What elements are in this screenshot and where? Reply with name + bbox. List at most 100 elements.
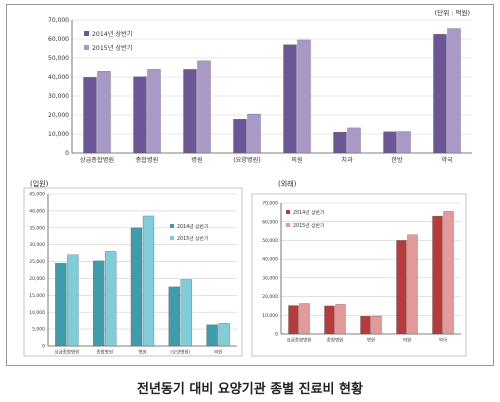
chart2-y-tick-label: 0 [42,344,45,350]
chart1-unit-note: (단위 : 억원) [435,8,470,17]
chart3-title: (외래) [278,179,297,188]
chart1-y-tick-label: 50,000 [48,55,69,62]
chart1-y-tick-label: 70,000 [48,17,69,24]
chart2-bar-1-2 [93,260,105,347]
figure-frame [6,4,494,366]
chart2-legend-label-2: 2015년 상반기 [177,235,208,242]
chart2-bar-1-3 [130,227,143,347]
chart2-bar-1-5 [206,324,218,347]
chart2-bar-2-1 [67,254,79,347]
chart2-x-tick-label: 의원 [214,349,222,356]
chart3-bar-2-3 [371,315,382,335]
chart1-y-tick-label: 40,000 [48,74,69,81]
chart2-y-tick-label: 25,000 [29,259,45,265]
chart1-bar-2-1 [97,71,111,154]
chart2-bar-2-4 [180,279,192,347]
chart2-y-tick-label: 45,000 [29,192,45,198]
chart2-legend-label-1: 2014년 상반기 [177,223,208,230]
chart3-x-tick-label: 병원 [367,337,375,344]
chart1-bar-1-7 [383,131,397,154]
chart2-bar-2-5 [218,323,230,347]
chart1-bar-1-1 [83,77,97,154]
chart3-x-tick-label: 의원 [403,337,411,344]
chart1-x-tick-label: 의원 [291,156,303,164]
chart1-bar-1-8 [433,34,447,154]
chart3-bar-2-1 [299,303,310,335]
chart3-legend-label-2: 2015년 상반기 [293,222,324,229]
chart2-x-tick-label: 종합병원 [96,349,113,356]
chart3-panel-border [251,193,467,357]
chart1-x-tick-label: 한방 [391,156,403,164]
chart1-bar-1-4 [233,119,247,154]
chart1-x-tick-label: 약국 [441,156,453,164]
chart2-y-tick-label: 35,000 [29,225,45,231]
chart1-bar-2-2 [147,69,161,154]
chart3-bar-2-2 [335,304,346,335]
chart3-legend-label-1: 2014년 상반기 [293,209,324,216]
chart1-y-tick-label: 0 [65,150,69,157]
chart1-bar-1-5 [283,44,297,154]
chart1-bar-2-5 [297,39,311,154]
chart3-legend-swatch-2 [286,223,290,227]
chart1-x-tick-label: 종합병원 [136,156,159,164]
chart1-y-tick-label: 10,000 [48,131,69,138]
chart1-bar-2-3 [197,60,211,154]
chart3-y-tick-label: 50,000 [262,238,278,244]
chart2-bar-1-1 [55,263,67,347]
chart3-bar-2-4 [407,234,418,335]
chart1-legend-swatch-2 [84,45,89,50]
chart3-y-tick-label: 10,000 [262,313,278,319]
chart2-y-tick-label: 20,000 [29,276,45,282]
chart1-bar-2-7 [397,131,411,154]
chart1-bar-2-6 [347,127,361,154]
chart3-y-tick-label: 60,000 [262,219,278,225]
chart2-x-tick-label: 병원 [138,349,146,356]
chart3-bar-1-1 [288,305,299,335]
chart1-bar-2-4 [247,113,261,154]
chart1-legend-label-1: 2014년 상반기 [92,30,132,38]
chart2-legend-swatch-2 [170,236,174,240]
chart3-bar-2-5 [443,211,454,335]
chart1-x-tick-label: (요양병원) [233,156,261,164]
chart2-y-tick-label: 15,000 [29,293,45,299]
chart3-y-tick-label: 30,000 [262,275,278,281]
chart3-bar-1-2 [324,305,335,335]
chart3-bar-1-5 [432,215,443,335]
chart1-bar-1-3 [183,69,197,154]
chart1-y-tick-label: 20,000 [48,112,69,119]
chart1-bar-2-8 [447,28,461,154]
chart2-y-tick-label: 5,000 [32,327,45,333]
chart2-x-tick-label: 상급종합병원 [54,349,79,356]
chart2-bar-2-3 [142,215,155,347]
chart3-x-tick-label: 약국 [439,337,447,344]
chart3-legend-swatch-1 [286,210,290,214]
chart3-y-tick-label: 0 [275,332,278,338]
chart2-title: (입원) [30,179,49,188]
chart1-y-tick-label: 60,000 [48,36,69,43]
chart2-panel-border [23,187,243,357]
chart3-bar-1-4 [396,240,407,335]
chart3-y-tick-label: 20,000 [262,294,278,300]
chart1-x-tick-label: 병원 [191,156,203,164]
chart1-x-tick-label: 상급종합병원 [80,156,114,164]
chart2-bar-2-2 [105,251,117,347]
chart3-bar-1-3 [360,316,371,335]
chart1-legend-label-2: 2015년 상반기 [92,44,132,52]
chart1-bar-1-6 [333,131,347,154]
chart3-x-tick-label: 상급종합병원 [287,337,312,344]
figure-caption: 전년동기 대비 요양기관 종별 진료비 현황 [137,382,363,397]
chart3-y-tick-label: 40,000 [262,257,278,263]
chart1-x-tick-label: 치과 [341,156,353,164]
chart2-y-tick-label: 10,000 [29,310,45,316]
chart2-legend-swatch-1 [170,224,174,228]
chart2-bar-1-4 [168,286,180,347]
chart3-x-tick-label: 종합병원 [327,337,344,344]
chart2-y-tick-label: 30,000 [29,242,45,248]
chart2-y-tick-label: 40,000 [29,208,45,214]
chart3-y-tick-label: 70,000 [262,201,278,207]
chart2-x-tick-label: (요양병원) [170,349,190,356]
chart-canvas: (단위 : 억원) 0 10,000 20,000 30,000 40,000 50,000… [23,8,472,357]
chart1-y-tick-label: 30,000 [48,93,69,100]
chart1-legend-swatch-1 [84,31,89,36]
chart1-bar-1-2 [133,76,147,154]
